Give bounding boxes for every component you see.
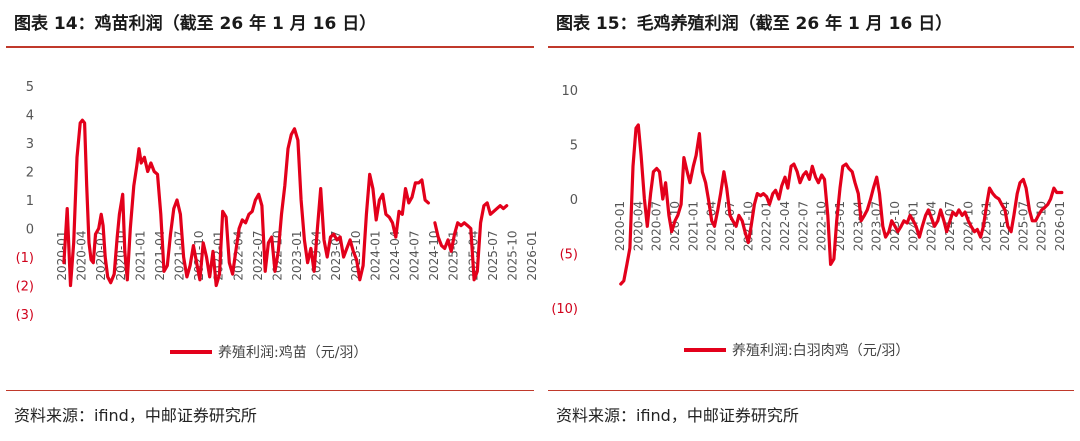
chart-title: 图表 14：鸡苗利润（截至 26 年 1 月 16 日） [14,14,377,34]
x-tick-label: 2021-04 [705,201,719,251]
x-tick-label: 2021-04 [153,231,167,281]
x-tick-label: 2024-01 [906,201,920,251]
y-tick-label: 1 [26,194,34,209]
x-tick-label: 2025-01 [980,201,994,251]
y-tick-label: (5) [560,248,578,263]
source-rule [548,390,1074,391]
y-tick-label: (10) [551,302,578,317]
y-tick-label: (1) [16,251,34,266]
legend-label: 养殖利润:白羽肉鸡（元/羽） [732,342,909,359]
x-tick-label: 2024-07 [408,231,422,281]
y-tick-label: 0 [26,223,34,238]
title-rule [6,46,534,48]
chart-title: 图表 15：毛鸡养殖利润（截至 26 年 1 月 16 日） [556,14,953,34]
x-tick-label: 2021-07 [723,201,737,251]
legend-label: 养殖利润:鸡苗（元/羽） [218,344,367,361]
x-tick-label: 2026-01 [525,231,539,281]
y-tick-label: 4 [26,109,34,124]
x-tick-label: 2024-10 [961,201,975,251]
x-tick-label: 2023-01 [290,231,304,281]
chart-panel-right: 图表 15：毛鸡养殖利润（截至 26 年 1 月 16 日） 10 5 0 (5) (1… [542,0,1080,441]
title-rule [548,46,1074,48]
x-tick-label: 2020-07 [650,201,664,251]
y-tick-label: 2 [26,166,34,181]
y-tick-label: 10 [561,84,578,99]
y-tick-label: 3 [26,137,34,152]
x-tick-label: 2024-04 [388,231,402,281]
x-tick-label: 2026-01 [1053,201,1067,251]
x-tick-label: 2021-01 [686,201,700,251]
series-line [619,123,1064,286]
y-tick-label: 5 [570,139,578,154]
x-tick-label: 2022-01 [760,201,774,251]
x-tick-label: 2021-01 [133,231,147,281]
x-tick-label: 2020-01 [613,201,627,251]
x-tick-label: 2025-04 [998,201,1012,251]
x-tick-label: 2025-07 [1016,201,1030,251]
y-tick-label: 0 [570,193,578,208]
x-tick-label: 2020-04 [631,201,645,251]
y-tick-label: (3) [16,308,34,323]
x-tick-label: 2022-07 [796,201,810,251]
y-tick-label: (2) [16,280,34,295]
x-tick-label: 2024-10 [427,231,441,281]
x-tick-label: 2022-07 [251,231,265,281]
series-line [62,118,509,288]
chart-panel-left: 图表 14：鸡苗利润（截至 26 年 1 月 16 日） 5 4 3 2 1 0 (1) (2… [6,14,539,425]
x-tick-label: 2024-01 [368,231,382,281]
x-tick-label: 2025-07 [486,231,500,281]
x-tick-label: 2024-04 [925,201,939,251]
source-note: 资料来源：ifind，中邮证券研究所 [556,406,799,425]
x-tick-label: 2022-10 [815,201,829,251]
x-tick-label: 2025-10 [505,231,519,281]
source-rule [6,390,534,391]
y-tick-label: 5 [26,80,34,95]
x-tick-label: 2022-04 [778,201,792,251]
x-tick-label: 2020-04 [75,231,89,281]
source-note: 资料来源：ifind，中邮证券研究所 [14,406,257,425]
